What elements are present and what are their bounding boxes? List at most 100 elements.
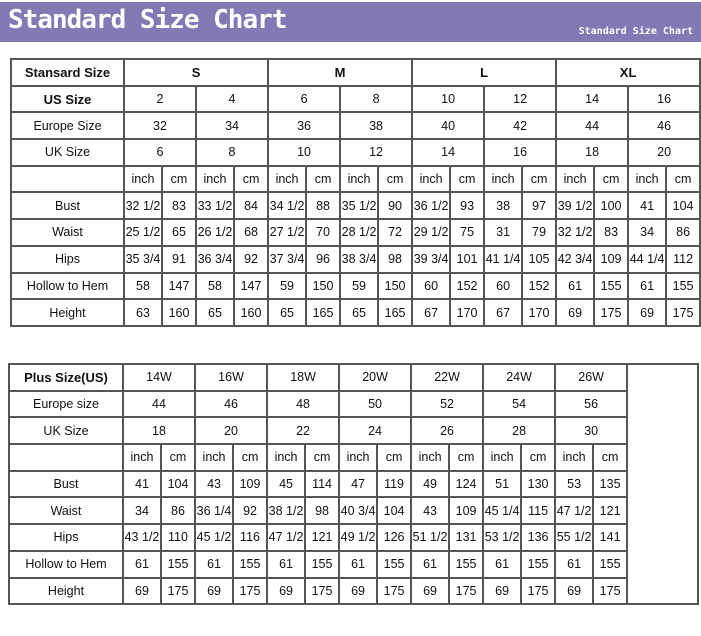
measurement-value: 155 [448,549,485,579]
unit-inch: inch [123,164,163,194]
size-value: 24 [338,416,413,446]
measurement-value: 121 [304,523,341,552]
measurement-value: 69 [627,298,668,327]
size-value: 16 [483,138,558,167]
size-value: 2 [123,84,197,114]
measurement-value: 135 [592,469,629,499]
measurement-value: 39 3/4 [411,244,452,274]
standard-size-table: Stansard Size S M L XL US Size 2 4 6 8 10 12 14 16 Eur… [10,58,701,327]
measurement-value: 61 [122,549,162,579]
size-value: 18 [555,138,630,167]
measurement-value: 175 [159,576,197,606]
row-label: Bust [8,469,124,499]
size-value: 18 [121,416,197,446]
measurement-value: 92 [232,244,270,274]
size-value: 8 [194,138,270,167]
measurement-value: 38 1/2 [266,496,307,526]
measurement-value: 112 [665,244,701,274]
row-label: Hollow to Hem [8,549,124,579]
size-value: 16W [194,363,269,392]
measurement-value: 65 [267,298,308,327]
measurement-value: 119 [376,469,413,499]
measurement-value: 58 [123,271,163,301]
measurement-value: 155 [376,549,413,579]
size-row: Europe size 44 46 48 50 52 54 56 [8,389,698,419]
measurement-value: 29 1/2 [411,218,452,247]
unit-inch: inch [411,164,452,194]
measurement-value: 61 [554,549,595,579]
measurement-value: 147 [161,271,197,301]
unit-cm: cm [593,164,630,194]
size-value: 10 [411,84,486,114]
measurement-value: 35 1/2 [339,191,380,221]
measurement-value: 69 [482,576,523,606]
measurement-value: 27 1/2 [267,218,308,247]
measurement-value: 34 [627,218,668,247]
measurement-value: 165 [377,298,414,327]
measurement-value: 49 1/2 [338,523,379,552]
measurement-value: 41 [627,191,668,221]
measurement-value: 68 [232,218,270,247]
unit-inch: inch [483,164,524,194]
banner: Standard Size Chart Standard Size Chart [0,2,701,42]
size-row: Europe Size 32 34 36 38 40 42 44 46 [10,111,701,141]
measurement-value: 47 1/2 [266,523,307,552]
measurement-value: 69 [122,576,162,606]
banner-subtitle: Standard Size Chart [578,26,693,37]
size-value: 12 [339,138,414,167]
size-value: 46 [194,389,269,419]
measurement-value: 70 [305,218,342,247]
unit-inch: inch [266,443,307,472]
measurement-value: 69 [554,576,595,606]
measurement-value: 55 1/2 [554,523,595,552]
measurement-value: 31 [483,218,524,247]
unit-cm: cm [448,443,485,472]
measurement-value: 79 [521,218,558,247]
units-row: inch cm inch cm inch cm inch cm inch cm inch cm inch… [8,443,698,472]
unit-cm: cm [232,443,269,472]
measurement-value: 86 [665,218,701,247]
unit-cm: cm [305,164,342,194]
row-label: Hips [10,244,125,274]
measurement-value: 61 [194,549,235,579]
measurement-value: 65 [195,298,235,327]
measurement-value: 155 [665,271,701,301]
measurement-row: Waist 25 1/2 65 26 1/2 68 27 1/2 70 28 1/2 72 29 … [10,218,701,247]
measurement-value: 42 3/4 [555,244,596,274]
measurement-value: 39 1/2 [555,191,596,221]
row-label-empty [8,443,124,472]
measurement-value: 124 [448,469,485,499]
measurement-value: 36 3/4 [195,244,235,274]
measurement-value: 59 [339,271,380,301]
unit-inch: inch [554,443,595,472]
units-row: inch cm inch cm inch cm inch cm inch cm inch cm inch… [10,164,701,194]
measurement-value: 32 1/2 [555,218,596,247]
measurement-value: 109 [448,496,485,526]
row-label-empty [10,164,125,194]
measurement-value: 36 1/2 [411,191,452,221]
measurement-value: 109 [232,469,269,499]
size-value: 16 [627,84,701,114]
measurement-row: Bust 41 104 43 109 45 114 47 119 49 124 51 130 53 135 [8,469,698,499]
size-value: 46 [627,111,701,141]
unit-cm: cm [161,164,197,194]
measurement-value: 155 [592,549,629,579]
size-value: 20 [627,138,701,167]
measurement-value: 105 [521,244,558,274]
row-label: UK Size [10,138,125,167]
measurement-value: 45 1/4 [482,496,523,526]
measurement-value: 150 [305,271,342,301]
size-value: 48 [266,389,341,419]
measurement-value: 126 [376,523,413,552]
size-value: 8 [339,84,414,114]
measurement-value: 155 [159,549,197,579]
measurement-value: 32 1/2 [123,191,163,221]
measurement-value: 38 [483,191,524,221]
unit-cm: cm [376,443,413,472]
measurement-value: 69 [338,576,379,606]
unit-inch: inch [410,443,451,472]
unit-cm: cm [521,164,558,194]
measurement-value: 98 [377,244,414,274]
measurement-value: 114 [304,469,341,499]
measurement-value: 83 [593,218,630,247]
